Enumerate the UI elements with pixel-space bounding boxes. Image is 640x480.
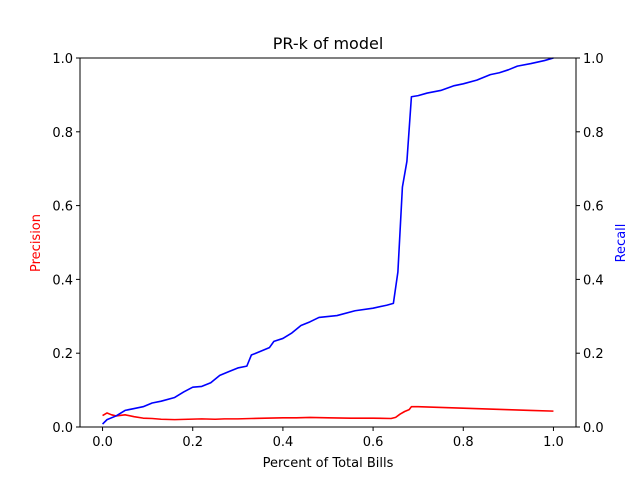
right-y-axis-label: Recall xyxy=(614,224,629,263)
right-y-axis-ticks: 0.0 0.2 0.4 0.6 0.8 1.0 xyxy=(576,52,604,436)
x-tick-label: 0.6 xyxy=(363,435,384,450)
x-tick-label: 0.4 xyxy=(273,435,294,450)
x-tick-label: 0.2 xyxy=(182,435,203,450)
left-y-axis-ticks: 0.0 0.2 0.4 0.6 0.8 1.0 xyxy=(52,52,80,436)
right-y-tick-label: 0.8 xyxy=(583,126,604,141)
right-y-tick-label: 0.2 xyxy=(583,347,604,362)
left-y-tick-label: 0.4 xyxy=(52,273,73,288)
recall-line xyxy=(101,57,554,425)
left-y-tick-label: 1.0 xyxy=(52,52,73,67)
x-axis-label: Percent of Total Bills xyxy=(263,456,394,471)
precision-line xyxy=(102,405,554,421)
left-y-tick-label: 0.6 xyxy=(52,200,73,215)
left-y-tick-label: 0.0 xyxy=(52,421,73,436)
x-tick-label: 0.8 xyxy=(453,435,474,450)
left-y-tick-label: 0.2 xyxy=(52,347,73,362)
right-y-tick-label: 0.0 xyxy=(583,421,604,436)
right-y-tick-label: 0.4 xyxy=(583,273,604,288)
right-y-tick-label: 1.0 xyxy=(583,52,604,67)
plot-area xyxy=(79,57,577,428)
chart-title: PR-k of model xyxy=(273,34,384,53)
plot-frame xyxy=(79,57,577,428)
left-y-tick-label: 0.8 xyxy=(52,126,73,141)
left-y-axis-label: Precision xyxy=(29,214,44,272)
x-tick-label: 1.0 xyxy=(543,435,564,450)
right-y-tick-label: 0.6 xyxy=(583,200,604,215)
x-tick-label: 0.0 xyxy=(92,435,113,450)
x-axis-ticks: 0.0 0.2 0.4 0.6 0.8 1.0 xyxy=(92,427,564,450)
